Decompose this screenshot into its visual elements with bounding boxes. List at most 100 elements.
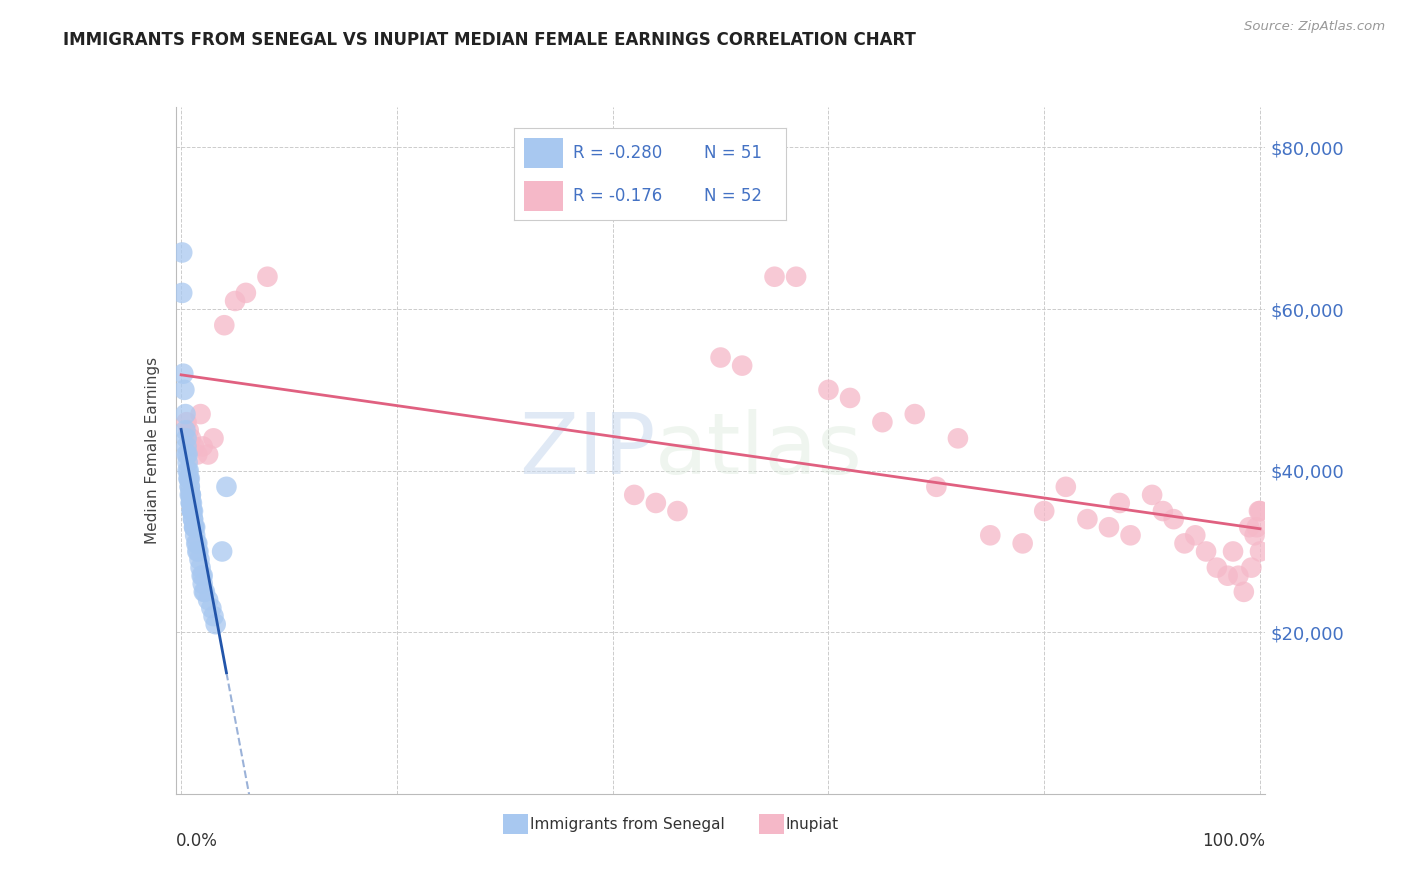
Point (763, 269, 786, 284)
Point (1237, 520, 1260, 534)
Bar (524, 138, 562, 168)
Y-axis label: Median Female Earnings: Median Female Earnings (145, 357, 160, 544)
Point (186, 536, 208, 550)
Point (925, 480, 948, 494)
Point (666, 504, 689, 518)
Text: N = 51: N = 51 (704, 144, 762, 161)
Point (731, 359, 754, 373)
Text: Source: ZipAtlas.com: Source: ZipAtlas.com (1244, 20, 1385, 33)
Point (1076, 512, 1098, 526)
Point (1233, 585, 1256, 599)
Point (224, 293, 246, 308)
Point (186, 448, 208, 462)
Text: 0.0%: 0.0% (176, 831, 218, 850)
Point (177, 472, 200, 486)
Point (1011, 536, 1033, 550)
Point (180, 488, 202, 502)
Text: ZIP: ZIP (519, 409, 655, 492)
Point (1184, 528, 1206, 542)
Text: atlas: atlas (655, 409, 863, 492)
Point (179, 472, 201, 486)
Point (1119, 528, 1142, 542)
Point (190, 568, 212, 582)
Point (172, 285, 194, 300)
Point (1163, 512, 1185, 526)
Point (1054, 480, 1077, 494)
Point (180, 496, 202, 510)
Point (184, 528, 207, 542)
Point (946, 431, 969, 445)
Point (176, 464, 198, 478)
Point (188, 552, 211, 566)
Point (817, 383, 839, 397)
Point (181, 504, 204, 518)
Point (176, 439, 198, 453)
Point (176, 415, 198, 429)
Point (644, 496, 666, 510)
Point (235, 285, 257, 300)
Point (176, 448, 198, 462)
Point (180, 488, 202, 502)
Point (187, 544, 209, 558)
Point (1108, 496, 1130, 510)
Point (202, 431, 225, 445)
Point (200, 601, 222, 615)
Point (176, 456, 198, 470)
Point (623, 488, 645, 502)
Point (173, 383, 195, 397)
Point (176, 448, 198, 462)
Point (177, 472, 200, 486)
Point (190, 407, 212, 421)
Point (710, 351, 733, 365)
Point (191, 576, 214, 591)
Point (177, 464, 200, 478)
Point (1222, 544, 1244, 558)
Point (183, 439, 205, 453)
Point (1243, 528, 1265, 542)
Point (1216, 568, 1239, 582)
Point (181, 504, 204, 518)
Point (174, 423, 197, 437)
Point (1227, 568, 1250, 582)
Point (177, 423, 200, 437)
Point (1140, 488, 1163, 502)
Point (174, 407, 197, 421)
Point (180, 431, 202, 445)
Text: Immigrants from Senegal: Immigrants from Senegal (530, 817, 724, 831)
Point (1205, 560, 1227, 574)
Point (979, 528, 1001, 542)
Point (215, 480, 238, 494)
Point (204, 617, 226, 632)
Point (197, 593, 219, 607)
Text: R = -0.176: R = -0.176 (574, 187, 662, 205)
Point (179, 480, 201, 494)
Point (1195, 544, 1218, 558)
Point (211, 544, 233, 558)
Point (181, 496, 204, 510)
Point (1098, 520, 1121, 534)
Point (172, 245, 194, 260)
Point (186, 544, 208, 558)
Point (839, 391, 862, 405)
Point (1152, 504, 1174, 518)
Point (1173, 536, 1195, 550)
Point (214, 318, 236, 333)
Point (184, 520, 207, 534)
Text: IMMIGRANTS FROM SENEGAL VS INUPIAT MEDIAN FEMALE EARNINGS CORRELATION CHART: IMMIGRANTS FROM SENEGAL VS INUPIAT MEDIA… (63, 31, 917, 49)
Point (181, 504, 204, 518)
Text: R = -0.280: R = -0.280 (574, 144, 662, 161)
Point (197, 448, 219, 462)
Point (256, 269, 278, 284)
Point (1249, 544, 1271, 558)
Point (1033, 504, 1056, 518)
Text: N = 52: N = 52 (704, 187, 762, 205)
Point (181, 512, 204, 526)
Point (202, 609, 225, 624)
Point (181, 504, 204, 518)
Point (172, 367, 194, 381)
Point (1249, 504, 1271, 518)
Point (872, 415, 894, 429)
Point (176, 431, 198, 445)
Point (1246, 520, 1268, 534)
Point (181, 512, 204, 526)
